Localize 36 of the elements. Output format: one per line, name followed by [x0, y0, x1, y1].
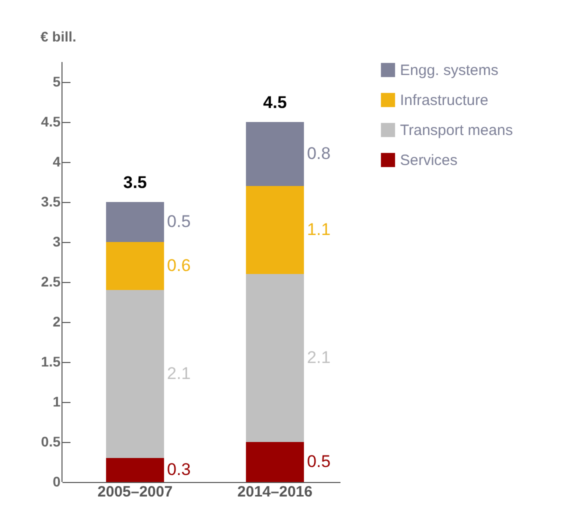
- data-label: 1.1: [306, 220, 331, 239]
- y-tick-label: 3: [52, 234, 61, 250]
- y-tick-label: 5: [52, 74, 61, 90]
- data-label: 2.1: [167, 364, 191, 383]
- y-tick-label: 1.5: [41, 354, 61, 370]
- bar: [246, 274, 304, 442]
- bar: [246, 442, 304, 482]
- y-tick-label: 0: [52, 474, 61, 490]
- data-label: 0.8: [306, 144, 331, 163]
- data-label: 2.1: [306, 348, 331, 367]
- bar: [246, 186, 304, 274]
- legend-label: Services: [400, 152, 458, 169]
- x-tick-label: 2005–2007: [98, 484, 173, 500]
- y-tick-label: 3.5: [41, 194, 61, 210]
- total-label: 3.5: [123, 173, 147, 192]
- y-tick-label: 2: [52, 314, 61, 330]
- data-label: 0.5: [306, 452, 331, 471]
- legend-label: Transport means: [400, 122, 513, 139]
- y-axis-title: € bill.: [40, 28, 76, 44]
- data-label: 0.5: [167, 212, 191, 231]
- y-tick-label: 4: [52, 154, 61, 170]
- data-label: 0.3: [167, 460, 191, 479]
- bar: [106, 242, 164, 290]
- legend-label: Infrastructure: [400, 92, 488, 109]
- data-label: 0.6: [167, 256, 191, 275]
- y-tick-label: 4.5: [41, 114, 61, 130]
- bar: [106, 458, 164, 482]
- y-tick-label: 0.5: [41, 434, 61, 450]
- bar: [106, 202, 164, 242]
- y-tick-label: 2.5: [41, 274, 61, 290]
- x-tick-label: 2014–2016: [237, 484, 312, 500]
- legend-label: Engg. systems: [400, 62, 498, 79]
- bar: [106, 290, 164, 458]
- y-tick-label: 1: [52, 394, 61, 410]
- total-label: 4.5: [263, 93, 287, 112]
- bar: [246, 122, 304, 186]
